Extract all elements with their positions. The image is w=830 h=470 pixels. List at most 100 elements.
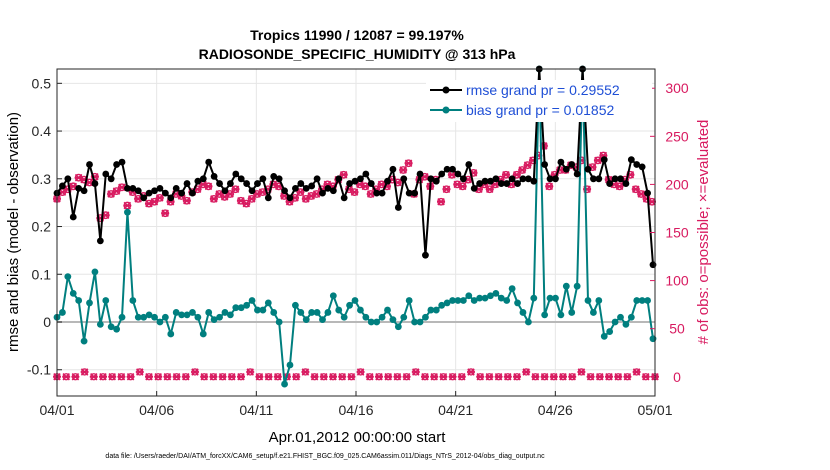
rmse-point: [102, 170, 110, 178]
bias-point: [508, 285, 516, 292]
obs-zero-possible-point: [540, 373, 549, 381]
rmse-point: [297, 180, 305, 187]
obs-zero-possible-point: [439, 373, 448, 381]
rmse-point: [248, 187, 256, 195]
rmse-point: [611, 175, 619, 183]
bias-point: [183, 311, 191, 319]
rmse-point: [487, 177, 494, 185]
obs-zero-possible-point: [274, 373, 282, 381]
rmse-point: [573, 170, 581, 178]
rmse-point: [443, 165, 451, 173]
rmse-point: [178, 189, 186, 197]
bias-point: [346, 301, 353, 309]
x-tick-label: 04/11: [239, 402, 273, 418]
rmse-point: [156, 184, 164, 192]
rmse-point: [497, 180, 505, 187]
x-axis-label: Apr.01,2012 00:00:00 start: [269, 429, 447, 446]
obs-possible-point: [437, 197, 445, 206]
obs-zero-possible-point: [145, 373, 153, 381]
bias-point: [194, 313, 202, 321]
bias-point: [313, 309, 321, 316]
obs-zero-possible-point: [375, 373, 383, 381]
bias-point: [432, 306, 440, 314]
bias-point: [243, 301, 251, 309]
rmse-point: [205, 158, 213, 166]
bias-point: [292, 301, 299, 309]
bias-point: [476, 294, 484, 302]
legend-box: [426, 80, 652, 122]
bias-point: [454, 297, 462, 304]
rmse-point: [243, 180, 251, 187]
bias-point: [600, 332, 608, 340]
obs-zero-possible-point: [485, 373, 494, 381]
obs-zero-possible-point: [513, 373, 521, 381]
bias-point: [503, 297, 511, 304]
rmse-point: [167, 194, 175, 202]
bias-point: [389, 316, 397, 324]
obs-possible-point: [247, 194, 256, 203]
y-left-tick-label: 0.2: [32, 219, 52, 235]
rmse-point: [384, 177, 391, 185]
obs-possible-point: [204, 182, 213, 191]
bias-point: [178, 311, 186, 319]
rmse-point: [378, 189, 386, 197]
bias-point: [59, 309, 66, 316]
obs-zero-possible-point: [623, 373, 632, 381]
bias-point: [113, 325, 121, 333]
bias-point: [552, 294, 559, 302]
bias-point: [530, 294, 538, 302]
rmse-point: [351, 177, 359, 185]
rmse-point: [335, 175, 343, 183]
obs-zero-possible-point: [614, 373, 622, 381]
obs-zero-possible-point: [577, 368, 586, 376]
obs-zero-possible-point: [430, 373, 438, 381]
obs-possible-point: [583, 185, 591, 194]
rmse-point: [145, 189, 153, 197]
bias-point: [264, 299, 272, 307]
obs-possible-point: [442, 185, 451, 194]
rmse-point: [405, 189, 413, 197]
rmse-point: [151, 187, 158, 195]
rmse-point: [199, 175, 207, 183]
rmse-point: [422, 251, 429, 259]
rmse-point: [313, 175, 321, 183]
obs-zero-possible-point: [329, 373, 337, 381]
obs-zero-possible-point: [246, 368, 254, 376]
rmse-point: [59, 182, 66, 190]
rmse-point: [86, 161, 93, 168]
rmse-point: [237, 175, 245, 183]
title: Tropics 11990 / 12087 = 99.197% RADIOSON…: [199, 27, 516, 62]
rmse-point: [432, 177, 440, 185]
obs-zero-possible-point: [467, 368, 475, 376]
bias-point: [573, 282, 581, 290]
rmse-point: [454, 170, 462, 178]
rmse-point: [590, 175, 597, 183]
rmse-point: [492, 175, 500, 183]
bias-point: [584, 297, 592, 304]
bias-point: [617, 313, 624, 321]
obs-possible-point: [631, 185, 640, 194]
bias-point: [324, 309, 332, 316]
bias-point: [270, 309, 278, 316]
rmse-point: [232, 170, 240, 178]
bias-point: [96, 320, 104, 328]
rmse-point: [546, 175, 554, 183]
obs-possible-point: [615, 182, 624, 191]
bias-point: [254, 306, 261, 314]
rmse-point: [552, 175, 559, 183]
legend-bias-marker: [442, 106, 450, 114]
rmse-point: [254, 180, 261, 187]
bias-point: [156, 318, 164, 326]
rmse-point: [503, 180, 511, 187]
bias-point: [633, 297, 641, 304]
bias-point: [568, 309, 576, 316]
x-tick-label: 05/01: [637, 402, 672, 418]
bias-point: [405, 297, 413, 304]
bias-point: [221, 309, 229, 316]
obs-zero-possible-point: [366, 373, 374, 381]
bias-point: [248, 297, 256, 304]
rmse-point: [606, 180, 614, 187]
obs-possible-point: [512, 170, 521, 179]
obs-zero-possible-point: [596, 373, 604, 381]
